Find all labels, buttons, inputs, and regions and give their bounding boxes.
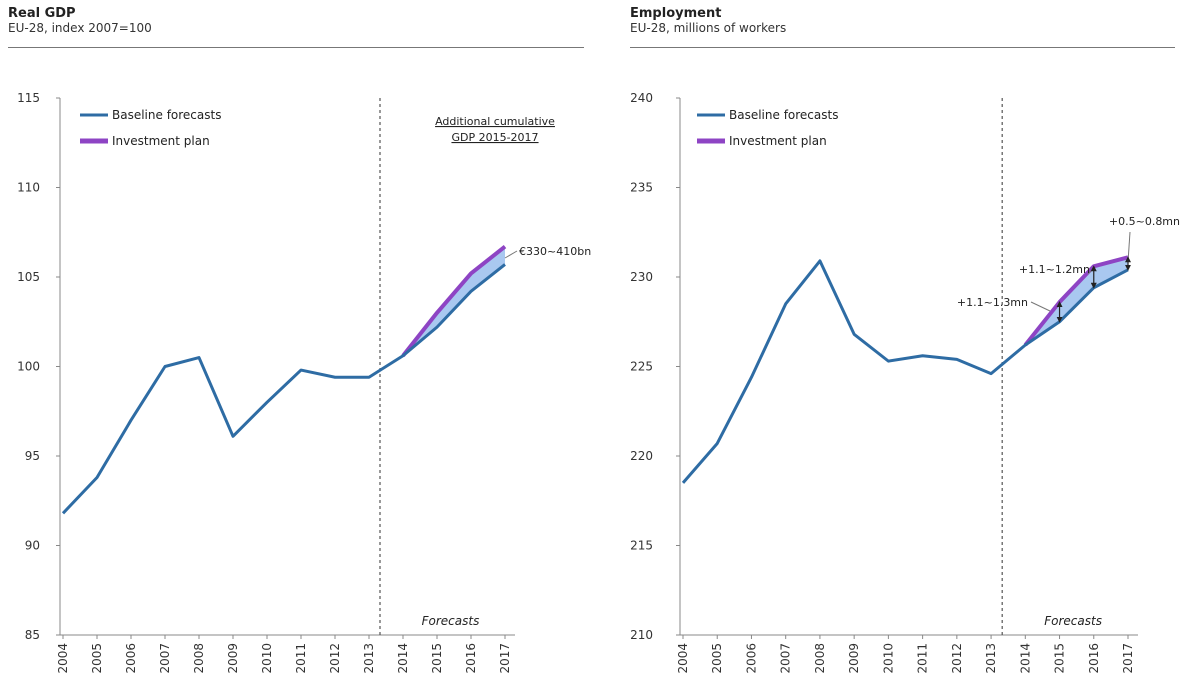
- gdp-series-investment: [401, 245, 507, 358]
- gdp-x-tick-label: 2008: [192, 643, 206, 674]
- emp-y-tick-label: 230: [630, 270, 653, 284]
- emp-x-tick-label: 2007: [779, 643, 793, 674]
- gdp-x-tick-label: 2017: [498, 643, 512, 674]
- emp-y-tick-label: 225: [630, 360, 653, 374]
- gdp-chart: 85 90 95 100 105 110 115 2004 2005 2006 2007 2008 20…: [17, 91, 591, 674]
- gdp-series-baseline: [61, 263, 506, 515]
- gdp-x-tick-label: 2015: [430, 643, 444, 674]
- gdp-annotation-leader: [504, 250, 518, 259]
- emp-x-tick-label: 2016: [1087, 643, 1101, 674]
- gdp-x-tick-label: 2009: [226, 643, 240, 674]
- emp-forecast-label: Forecasts: [1044, 614, 1102, 628]
- emp-x-tick-label: 2008: [813, 643, 827, 674]
- emp-x-tick-label: 2011: [916, 643, 930, 674]
- gdp-header: Real GDP EU-28, index 2007=100: [8, 6, 152, 36]
- emp-x-tick-label: 2013: [984, 643, 998, 674]
- emp-y-tick-label: 235: [630, 181, 653, 195]
- emp-y-tick-label: 220: [630, 449, 653, 463]
- emp-x-tick-label: 2015: [1053, 643, 1067, 674]
- emp-gap-band: [1025, 257, 1128, 346]
- gdp-y-tick-label: 90: [25, 539, 40, 553]
- gdp-x-tick-label: 2014: [396, 643, 410, 674]
- gdp-y-tick-label: 110: [17, 181, 40, 195]
- emp-legend-label: Investment plan: [729, 134, 827, 148]
- gdp-x-tick-label: 2010: [260, 643, 274, 674]
- gdp-legend-label: Baseline forecasts: [112, 108, 221, 122]
- gdp-legend-label: Investment plan: [112, 134, 210, 148]
- gdp-y-tick-label: 95: [25, 449, 40, 463]
- emp-x-tick-label: 2004: [676, 643, 690, 674]
- gdp-gap-band: [403, 246, 505, 356]
- emp-x-tick-label: 2014: [1018, 643, 1032, 674]
- emp-y-tick-label: 210: [630, 628, 653, 642]
- gdp-x-tick-label: 2013: [362, 643, 376, 674]
- gdp-x-tick-label: 2007: [158, 643, 172, 674]
- emp-x-tick-label: 2017: [1121, 643, 1135, 674]
- gdp-header-note: GDP 2015-2017: [451, 131, 538, 144]
- gdp-x-tick-label: 2005: [90, 643, 104, 674]
- emp-annotation-leader: [1030, 301, 1051, 312]
- emp-x-tick-label: 2010: [881, 643, 895, 674]
- gdp-x-tick-label: 2012: [328, 643, 342, 674]
- gdp-title: Real GDP: [8, 6, 76, 21]
- emp-annotation: +0.5~0.8mn: [1109, 215, 1180, 228]
- gdp-x-tick-label: 2004: [56, 643, 70, 674]
- emp-series-investment: [1023, 255, 1129, 347]
- emp-y-tick-label: 240: [630, 91, 653, 105]
- gdp-y-tick-label: 85: [25, 628, 40, 642]
- emp-annotation: +1.1~1.3mn: [957, 296, 1028, 309]
- gdp-x-tick-label: 2011: [294, 643, 308, 674]
- emp-y-tick-label: 215: [630, 539, 653, 553]
- emp-legend-label: Baseline forecasts: [729, 108, 838, 122]
- gdp-subtitle: EU-28, index 2007=100: [8, 21, 152, 35]
- emp-header: Employment EU-28, millions of workers: [630, 6, 786, 36]
- emp-annotation: +1.1~1.2mn: [1019, 263, 1090, 276]
- emp-title: Employment: [630, 6, 722, 21]
- emp-x-tick-label: 2009: [847, 643, 861, 674]
- gdp-annotation: €330~410bn: [519, 245, 591, 258]
- gdp-header-note: Additional cumulative: [435, 115, 555, 128]
- gdp-x-tick-label: 2016: [464, 643, 478, 674]
- gdp-forecast-label: Forecasts: [422, 614, 480, 628]
- gdp-header-rule: [8, 47, 584, 48]
- emp-series-baseline: [681, 259, 1129, 484]
- gdp-y-tick-label: 100: [17, 360, 40, 374]
- gdp-x-tick-label: 2006: [124, 643, 138, 674]
- gdp-y-tick-label: 105: [17, 270, 40, 284]
- emp-x-tick-label: 2006: [744, 643, 758, 674]
- emp-x-tick-label: 2012: [950, 643, 964, 674]
- emp-annotation-leader: [1127, 231, 1131, 263]
- gdp-y-tick-label: 115: [17, 91, 40, 105]
- emp-chart: 210 215 220 225 230 235 240 2004 2005 2006 2007 200…: [630, 91, 1180, 674]
- emp-x-tick-label: 2005: [710, 643, 724, 674]
- emp-header-rule: [630, 47, 1175, 48]
- emp-subtitle: EU-28, millions of workers: [630, 21, 787, 35]
